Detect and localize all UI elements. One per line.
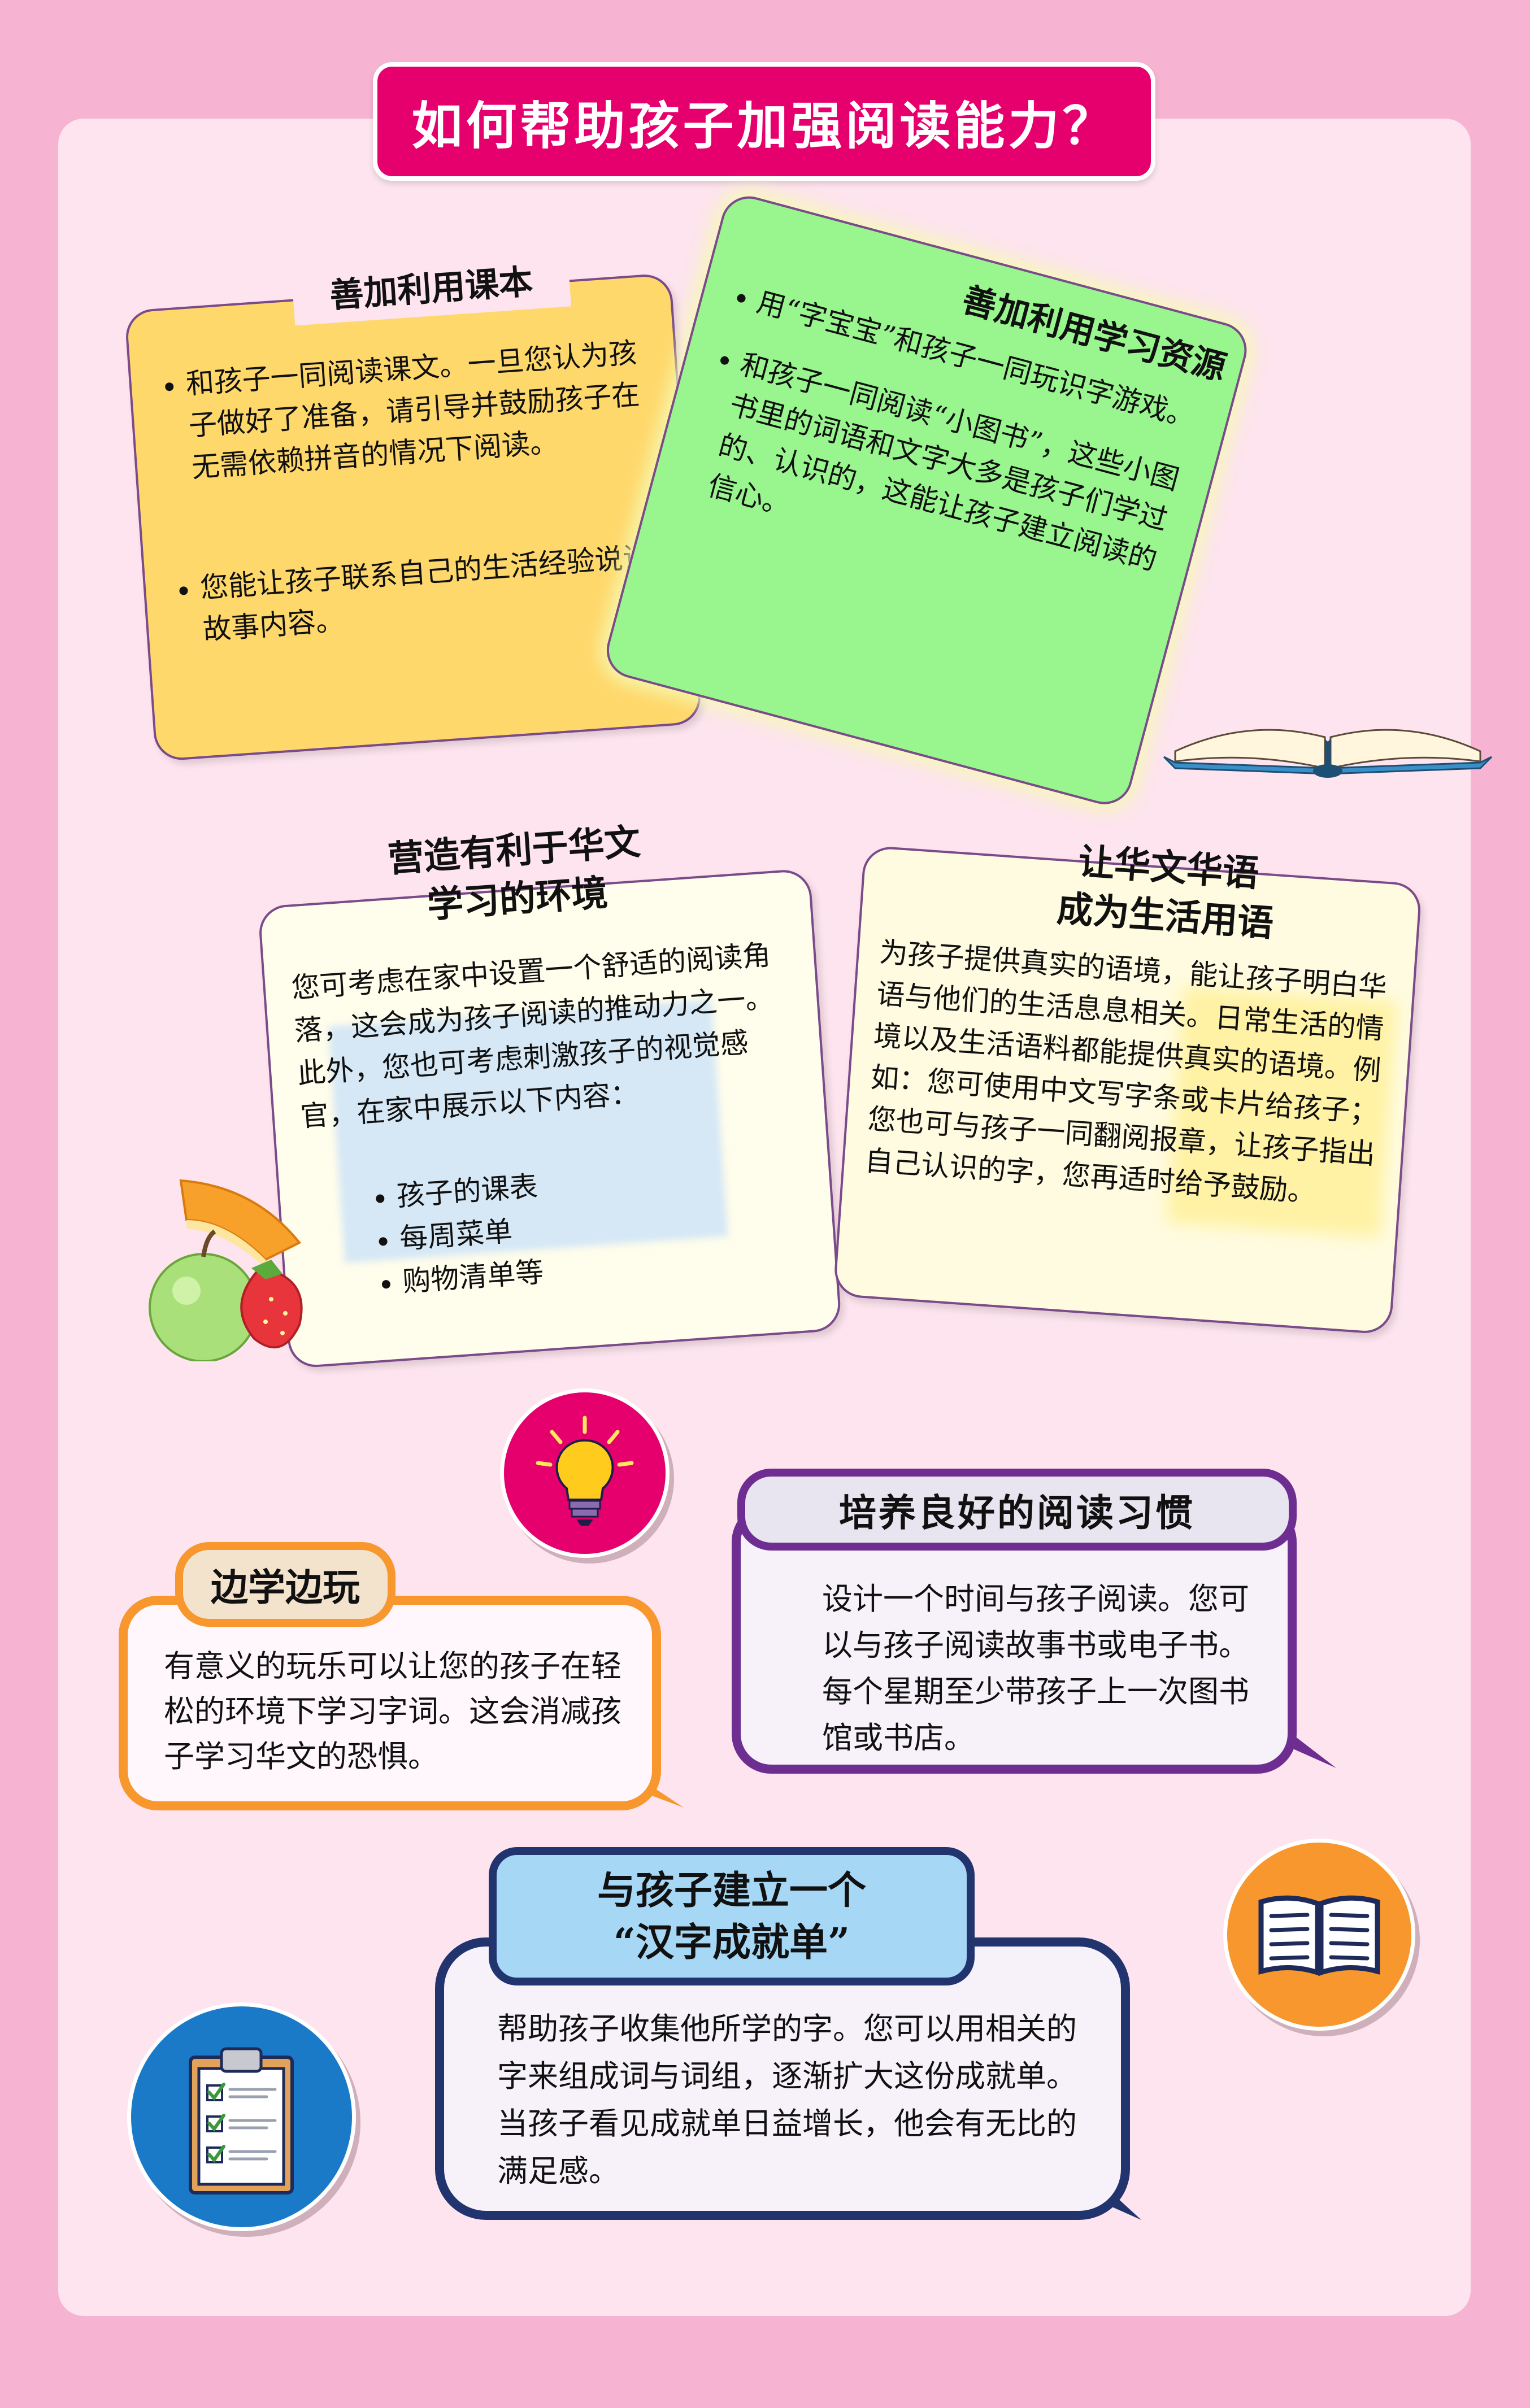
daily-body: 为孩子提供真实的语境，能让孩子明白华语与他们的生活息息相关。日常生活的情境以及生… — [863, 935, 1388, 1209]
achievement-heading-line2: “汉字成就单” — [613, 1919, 850, 1965]
play-section: 边学边玩 有意义的玩乐可以让您的孩子在轻松的环境下学习字词。这会消减孩子学习华文… — [119, 1542, 695, 1813]
reading-book-icon — [1223, 1839, 1415, 2031]
environment-section: 营造有利于华文 学习的环境 您可考虑在家中设置一个舒适的阅读角落，这会成为孩子阅… — [242, 805, 860, 1381]
play-heading: 边学边玩 — [175, 1542, 395, 1627]
play-body: 有意义的玩乐可以让您的孩子在轻松的环境下学习字词。这会消减孩子学习华文的恐惧。 — [164, 1648, 621, 1774]
fruit-icon — [130, 1169, 322, 1362]
daily-heading: 让华文华语 成为生活用语 — [1034, 835, 1300, 950]
achievement-section: 与孩子建立一个 “汉字成就单” 帮助孩子收集他所学的字。您可以用相关的字来组成词… — [435, 1847, 1203, 2231]
page-title: 如何帮助孩子加强阅读能力？ — [373, 62, 1155, 181]
habit-body: 设计一个时间与孩子阅读。您可以与孩子阅读故事书或电子书。每个星期至少带孩子上一次… — [822, 1581, 1249, 1756]
lightbulb-icon — [500, 1388, 670, 1558]
habit-section: 培养良好的阅读习惯 设计一个时间与孩子阅读。您可以与孩子阅读故事书或电子书。每个… — [732, 1469, 1342, 1796]
habit-heading: 培养良好的阅读习惯 — [737, 1469, 1297, 1551]
clipboard-checklist-icon — [127, 2002, 356, 2231]
achievement-heading: 与孩子建立一个 “汉字成就单” — [489, 1847, 975, 1985]
environment-intro: 您可考虑在家中设置一个舒适的阅读角落，这会成为孩子阅读的推动力之一。此外，您也可… — [290, 938, 775, 1133]
open-book-icon — [1153, 683, 1503, 780]
daily-section: 让华文华语 成为生活用语 为孩子提供真实的语境，能让孩子明白华语与他们的生活息息… — [819, 822, 1441, 1370]
achievement-heading-line1: 与孩子建立一个 — [597, 1867, 866, 1913]
environment-list: 孩子的课表 每周菜单 购物清单等 — [362, 1155, 686, 1306]
achievement-body: 帮助孩子收集他所学的字。您可以用相关的字来组成词与词组，逐渐扩大这份成就单。当孩… — [497, 2011, 1077, 2189]
